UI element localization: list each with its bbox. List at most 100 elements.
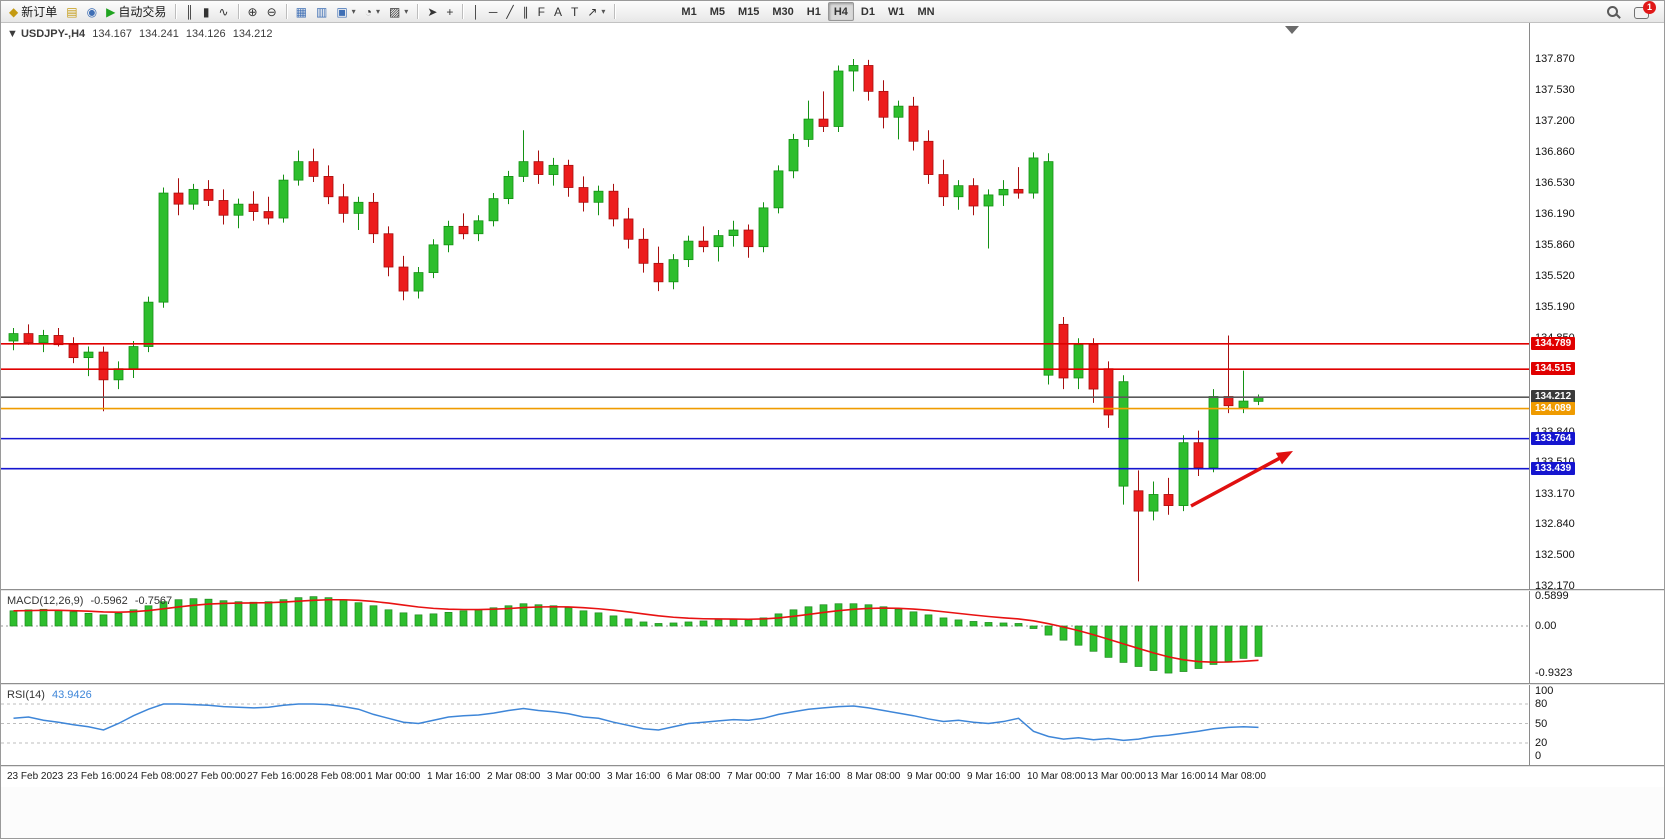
macd-bar: [909, 611, 918, 627]
trend-arrow-annotation[interactable]: [1190, 454, 1284, 508]
symbol-marker-icon: ▼: [7, 28, 18, 40]
candle-body: [248, 203, 259, 212]
macd-bar: [444, 611, 453, 627]
draw-channel-icon: ∥: [522, 4, 529, 19]
macd-bar: [24, 609, 33, 627]
candle-body: [638, 238, 649, 264]
time-axis-label: 13 Mar 00:00: [1087, 771, 1146, 782]
chart-type-line-icon: ∿: [218, 4, 229, 19]
macd-main-value: -0.5962: [90, 595, 128, 607]
new-chart-button[interactable]: ▣ ▾: [332, 2, 359, 22]
rsi-line: [13, 703, 1259, 742]
new-order-button[interactable]: ◆ 新订单: [5, 2, 61, 22]
macd-bar: [714, 619, 723, 627]
draw-fibonacci-button[interactable]: F: [534, 2, 549, 22]
notifications-button[interactable]: 1: [1634, 1, 1656, 19]
data-window-button[interactable]: ◉: [83, 2, 101, 22]
timeframe-d1-button[interactable]: D1: [860, 5, 875, 18]
candle-body: [458, 225, 469, 235]
time-axis-label: 3 Mar 00:00: [547, 771, 601, 782]
draw-arrows-button[interactable]: ↗ ▾: [583, 2, 609, 22]
draw-arrows-icon: ↗: [587, 4, 598, 19]
timeframe-w1-button[interactable]: W1: [887, 5, 905, 18]
macd-bar: [579, 610, 588, 627]
candle-body: [188, 188, 199, 205]
draw-channel-button[interactable]: ∥: [519, 2, 533, 22]
zoom-in-button[interactable]: ⊕: [244, 2, 262, 22]
time-axis-divider: [1, 765, 1664, 767]
price-scale-label: 137.870: [1535, 53, 1575, 65]
draw-trendline-button[interactable]: ╱: [502, 2, 517, 22]
templates-button[interactable]: ▨ ▾: [385, 2, 412, 22]
draw-text-icon: A: [553, 4, 562, 19]
candle-body: [863, 65, 874, 92]
macd-panel[interactable]: [1, 591, 1529, 683]
macd-bar: [249, 601, 258, 627]
market-watch-button[interactable]: ▤: [62, 2, 81, 22]
draw-label-button[interactable]: T: [567, 2, 582, 22]
panel-divider-macd[interactable]: [1, 589, 1664, 591]
chart-type-bars-button[interactable]: ║: [181, 2, 198, 22]
macd-bar: [744, 619, 753, 627]
price-scale-label: 136.190: [1535, 208, 1575, 221]
draw-vline-icon: │: [472, 4, 480, 19]
macd-bar: [459, 610, 468, 627]
auto-trading-button[interactable]: ▶ 自动交易: [102, 2, 170, 22]
close-value: 134.212: [232, 28, 273, 40]
timeframe-m5-button[interactable]: M5: [709, 5, 725, 18]
time-axis-label: 1 Mar 16:00: [427, 771, 481, 782]
draw-text-button[interactable]: A: [550, 2, 566, 22]
candle-body: [488, 198, 499, 222]
arrange-windows-button[interactable]: ▥: [312, 2, 331, 22]
chart-type-line-button[interactable]: ∿: [214, 2, 232, 22]
price-axis[interactable]: 137.870 137.530 137.200 136.860 136.530 136.1…: [1529, 23, 1664, 592]
price-scale-label: 135.860: [1535, 238, 1575, 251]
timeframe-h4-button[interactable]: H4: [827, 2, 854, 21]
templates-icon: ▨: [388, 4, 401, 19]
macd-histogram: [9, 596, 1263, 674]
candle-body: [608, 190, 619, 220]
chart-shift-marker-icon[interactable]: [1285, 26, 1299, 34]
support-line-1-price-tag: 133.764: [1531, 431, 1576, 445]
chart-type-candles-button[interactable]: ▮: [199, 2, 214, 22]
candle-body: [683, 240, 694, 261]
zoom-out-icon: ⊖: [266, 4, 277, 19]
periods-button[interactable]: ◔ ▾: [361, 2, 384, 22]
macd-bar: [9, 610, 18, 627]
time-axis-label: 9 Mar 16:00: [967, 771, 1021, 782]
candle-body: [713, 235, 724, 248]
macd-bar: [204, 598, 213, 627]
candle-body: [263, 211, 274, 219]
timeframe-mn-button[interactable]: MN: [917, 5, 935, 18]
time-axis[interactable]: 23 Feb 2023 23 Feb 16:00 24 Feb 08:00 27 Fe…: [1, 767, 1664, 787]
timeframe-h1-button[interactable]: H1: [806, 5, 821, 18]
draw-hline-button[interactable]: ─: [485, 2, 502, 22]
candle-body: [788, 139, 799, 172]
macd-scale-label: -0.9323: [1535, 667, 1573, 680]
crosshair-button[interactable]: +: [442, 2, 457, 22]
rsi-panel[interactable]: [1, 685, 1529, 765]
candle-body: [968, 185, 979, 207]
cursor-button[interactable]: ➤: [423, 2, 441, 22]
candle-body: [1193, 442, 1204, 469]
zoom-out-button[interactable]: ⊖: [263, 2, 281, 22]
timeframe-m30-button[interactable]: M30: [772, 5, 794, 18]
tile-windows-button[interactable]: ▦: [292, 2, 311, 22]
main-chart[interactable]: [1, 23, 1529, 589]
price-scale-label: 137.530: [1535, 84, 1575, 97]
timeframe-m1-button[interactable]: M1: [681, 5, 697, 18]
price-scale-label: 135.190: [1535, 300, 1575, 313]
candle-body: [293, 161, 304, 181]
candle-body: [593, 190, 604, 203]
panel-divider-rsi[interactable]: [1, 683, 1664, 685]
macd-bar: [1059, 625, 1068, 641]
macd-bar: [279, 599, 288, 627]
search-icon[interactable]: [1606, 5, 1620, 19]
timeframe-m15-button[interactable]: M15: [737, 5, 760, 18]
candle-body: [848, 65, 859, 72]
macd-bar: [339, 599, 348, 627]
macd-indicator-name: MACD(12,26,9): [7, 595, 84, 607]
rsi-label: RSI(14) 43.9426: [7, 689, 92, 701]
draw-vline-button[interactable]: │: [468, 2, 484, 22]
macd-bar: [1044, 625, 1053, 636]
